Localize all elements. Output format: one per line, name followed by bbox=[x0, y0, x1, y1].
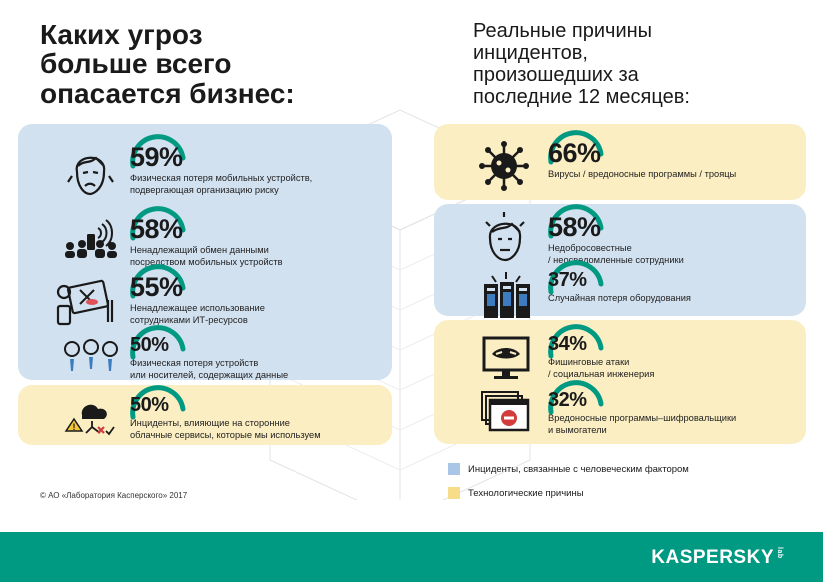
percent-value: 55% bbox=[130, 272, 183, 302]
right-item: 34% Фишинговые атаки / социальная инжене… bbox=[478, 324, 655, 388]
kaspersky-logo: KASPERSKY lab bbox=[651, 547, 783, 569]
right-heading: Реальные причины инцидентов, произошедши… bbox=[473, 20, 690, 108]
progress-arc bbox=[130, 385, 186, 420]
percent-value: 58% bbox=[130, 214, 183, 244]
legend-label: Технологические причины bbox=[468, 487, 584, 499]
right-item: 66% Вирусы / вредоносные программы / тро… bbox=[478, 130, 737, 194]
legend-swatch-tech bbox=[448, 487, 460, 499]
item-description: Вредоносные программы–шифровальщики и вы… bbox=[548, 413, 737, 435]
brand-name: KASPERSKY bbox=[651, 547, 774, 568]
percent-value: 37% bbox=[548, 269, 587, 291]
right-item: 58% Недобросовестные / неосведомленные с… bbox=[478, 204, 684, 268]
svg-text:!: ! bbox=[73, 422, 76, 432]
item-description: Вирусы / вредоносные программы / трояцы bbox=[548, 169, 737, 179]
left-item: 55% Ненадлежащее использование сотрудник… bbox=[52, 264, 265, 328]
legend-technological: Технологические причины bbox=[448, 487, 584, 499]
item-description: Физическая потеря мобильных устройств, п… bbox=[130, 173, 313, 195]
right-item: 32% Вредоносные программы–шифровальщики … bbox=[478, 380, 737, 444]
progress-arc bbox=[130, 264, 186, 299]
progress-arc bbox=[548, 380, 604, 415]
progress-arc bbox=[130, 206, 186, 241]
percent-value: 34% bbox=[548, 333, 587, 355]
legend-swatch-human bbox=[448, 463, 460, 475]
percent-value: 50% bbox=[130, 394, 169, 416]
stressed-employee-icon bbox=[485, 212, 525, 262]
virus-icon bbox=[479, 141, 529, 191]
worried-face-icon bbox=[67, 156, 114, 196]
item-description: Недобросовестные / неосведомленные сотру… bbox=[548, 243, 684, 265]
left-item: 50% Физическая потеря устройств или носи… bbox=[60, 325, 289, 389]
percent-value: 58% bbox=[548, 212, 601, 242]
people-sharing-wifi-icon bbox=[65, 219, 117, 258]
employees-group-icon bbox=[64, 339, 118, 371]
left-heading: Каких угроз больше всего опасается бизне… bbox=[40, 19, 295, 109]
cloud-warning-icon: ! bbox=[64, 404, 115, 436]
left-item: ! 50% Инциденты, влияющие на сторонние о… bbox=[60, 385, 321, 449]
brand-suffix: lab bbox=[776, 547, 783, 559]
legend-human-factor: Инциденты, связанные с человеческим факт… bbox=[448, 463, 689, 475]
item-description: Физическая потеря устройств или носителе… bbox=[130, 358, 289, 380]
item-description: Случайная потеря оборудования bbox=[548, 293, 691, 303]
percent-value: 50% bbox=[130, 334, 169, 356]
copyright-note: © АО «Лаборатория Касперского» 2017 bbox=[40, 491, 188, 500]
progress-arc bbox=[548, 204, 604, 239]
server-loss-icon bbox=[484, 272, 530, 318]
progress-arc bbox=[548, 130, 604, 165]
devices-misuse-icon bbox=[56, 279, 114, 326]
right-item: 37% Случайная потеря оборудования bbox=[478, 260, 691, 324]
legend-label: Инциденты, связанные с человеческим факт… bbox=[468, 463, 689, 475]
item-description: Ненадлежащее использование сотрудниками … bbox=[130, 303, 265, 325]
percent-value: 59% bbox=[130, 142, 183, 172]
item-description: Фишинговые атаки / социальная инженерия bbox=[548, 357, 655, 379]
progress-arc bbox=[548, 260, 604, 295]
progress-arc bbox=[130, 325, 186, 360]
ransomware-window-icon bbox=[481, 391, 530, 432]
left-item: 58% Ненадлежащий обмен данными посредств… bbox=[60, 206, 283, 270]
percent-value: 66% bbox=[548, 138, 601, 168]
item-description: Инциденты, влияющие на сторонние облачны… bbox=[130, 418, 321, 440]
left-item: 59% Физическая потеря мобильных устройст… bbox=[60, 134, 313, 198]
left-tech-panel bbox=[18, 385, 392, 445]
progress-arc bbox=[548, 324, 604, 359]
item-description: Ненадлежащий обмен данными посредством м… bbox=[130, 245, 283, 267]
percent-value: 32% bbox=[548, 389, 587, 411]
footer-bar: KASPERSKY lab bbox=[0, 532, 823, 582]
progress-arc bbox=[130, 134, 186, 169]
phishing-monitor-icon bbox=[482, 336, 530, 379]
